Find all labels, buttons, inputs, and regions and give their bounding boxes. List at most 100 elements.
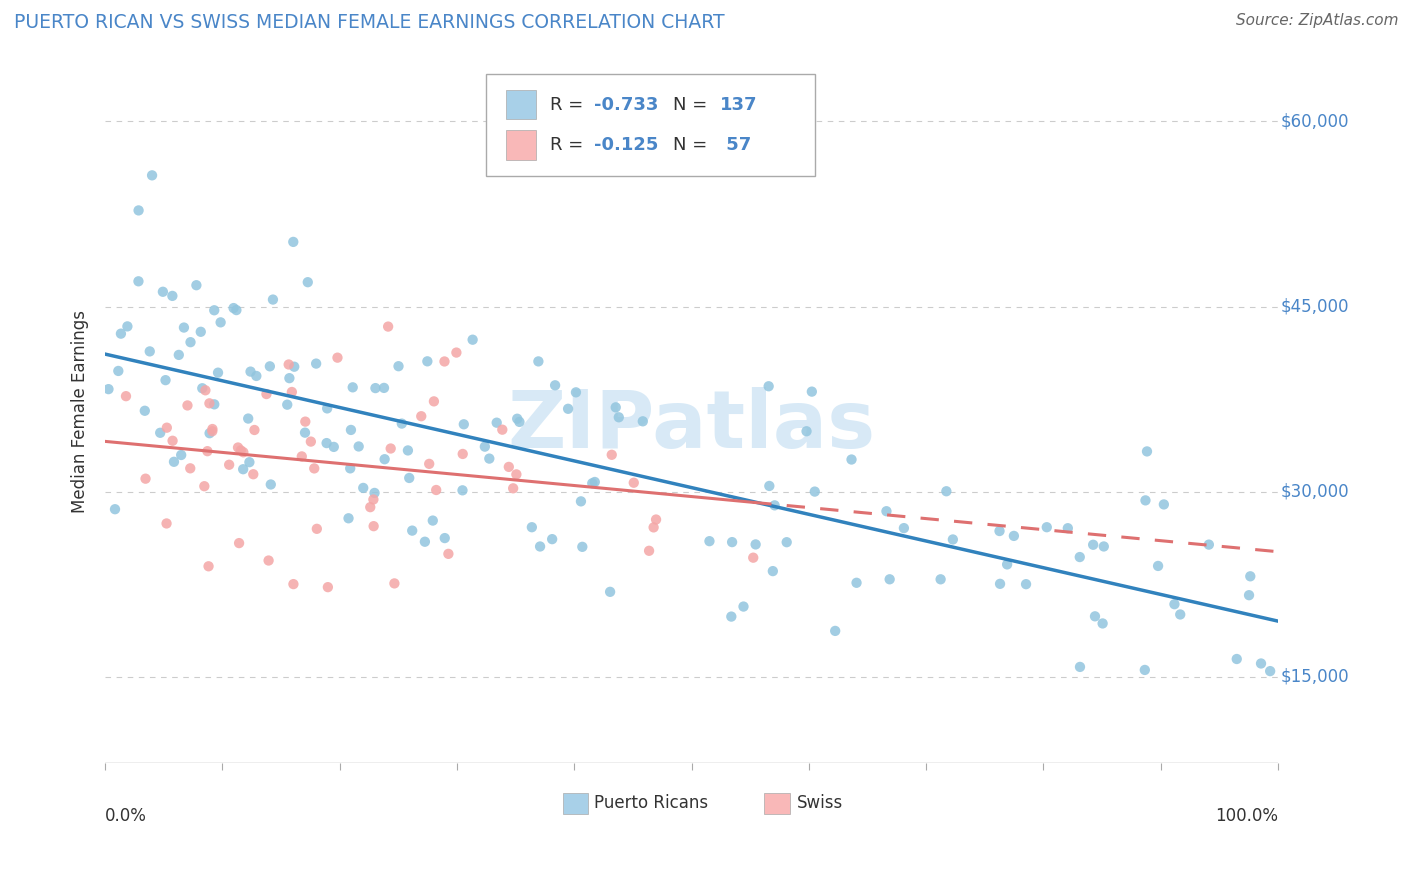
Point [163,455,186,469]
FancyBboxPatch shape [486,74,814,176]
Point [645,512,668,526]
Point [127,274,149,288]
Point [283,235,305,249]
Point [841,452,863,467]
Point [413,534,436,549]
Point [1069,660,1091,674]
Point [1002,529,1025,543]
Point [294,425,316,440]
Point [1069,549,1091,564]
Point [763,499,786,513]
Point [226,441,249,455]
Point [505,467,527,482]
Point [242,467,264,482]
Text: 0.0%: 0.0% [105,806,148,824]
Point [541,532,564,546]
Text: Source: ZipAtlas.com: Source: ZipAtlas.com [1236,13,1399,29]
Point [1081,538,1104,552]
Text: $15,000: $15,000 [1281,668,1348,686]
Point [239,365,262,379]
Point [1136,444,1159,458]
Point [194,384,217,398]
Point [744,537,766,551]
Point [423,394,446,409]
Point [115,389,138,403]
Point [135,472,157,486]
Point [446,345,468,359]
Point [347,440,370,454]
Point [422,514,444,528]
Point [544,378,567,392]
Point [198,426,221,441]
Point [776,535,799,549]
Point [498,459,520,474]
Point [502,481,524,495]
Point [569,494,592,508]
Point [437,547,460,561]
Point [638,543,661,558]
Point [1153,497,1175,511]
Point [935,484,957,499]
Point [384,576,406,591]
Point [387,359,409,374]
Point [259,359,281,374]
Point [243,423,266,437]
Point [316,580,339,594]
Point [110,326,132,341]
Text: $30,000: $30,000 [1281,483,1348,500]
Point [304,461,326,475]
Point [803,484,825,499]
Point [117,319,139,334]
Bar [506,90,536,120]
Point [398,471,420,485]
Text: -0.733: -0.733 [595,95,658,113]
Point [209,315,232,329]
Point [800,384,823,399]
Point [520,520,543,534]
Point [425,483,447,497]
Point [197,559,219,574]
Text: $45,000: $45,000 [1281,298,1348,316]
Point [875,504,897,518]
Text: 100.0%: 100.0% [1215,806,1278,824]
Point [283,359,305,374]
Point [1056,521,1078,535]
Point [433,531,456,545]
Point [299,434,322,449]
Point [191,381,214,395]
Point [202,303,225,318]
Point [643,520,665,534]
Point [359,500,381,515]
Point [623,475,645,490]
Point [245,368,267,383]
Bar [765,793,790,814]
Point [1135,493,1157,508]
Point [104,502,127,516]
Point [1092,540,1115,554]
Point [257,553,280,567]
Point [995,558,1018,572]
Point [506,411,529,425]
Point [363,519,385,533]
Point [222,301,245,315]
Point [316,401,339,416]
Point [281,384,304,399]
Point [322,440,344,454]
Point [380,442,402,456]
Point [581,476,603,491]
Point [364,381,387,395]
Point [260,477,283,491]
Point [179,461,201,475]
Point [156,420,179,434]
Point [173,320,195,334]
Text: 57: 57 [720,136,751,153]
Point [401,524,423,538]
Point [1163,597,1185,611]
Point [155,516,177,531]
Point [478,451,501,466]
Point [225,303,247,318]
Point [461,333,484,347]
Point [277,358,299,372]
Point [758,479,780,493]
Point [416,354,439,368]
